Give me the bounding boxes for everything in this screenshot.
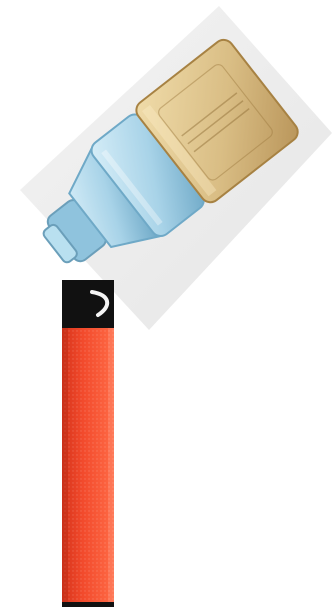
vape-pod-image <box>20 6 332 330</box>
vape-device-icon <box>62 280 114 607</box>
vape-device-image <box>62 280 114 607</box>
vape-pod-icon <box>42 38 299 264</box>
